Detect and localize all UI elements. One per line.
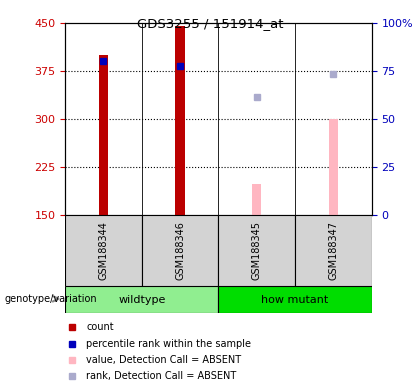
Text: GSM188345: GSM188345 xyxy=(252,221,262,280)
Bar xyxy=(142,215,218,286)
Bar xyxy=(65,286,218,313)
Text: GDS3255 / 151914_at: GDS3255 / 151914_at xyxy=(137,17,283,30)
Bar xyxy=(218,286,372,313)
Bar xyxy=(218,215,295,286)
Bar xyxy=(295,215,372,286)
Text: GSM188344: GSM188344 xyxy=(98,221,108,280)
Bar xyxy=(99,55,108,215)
Text: count: count xyxy=(86,322,114,332)
Bar xyxy=(329,119,338,215)
Text: genotype/variation: genotype/variation xyxy=(4,294,97,304)
Text: GSM188346: GSM188346 xyxy=(175,221,185,280)
Bar xyxy=(65,215,142,286)
Bar xyxy=(252,184,261,215)
Bar xyxy=(176,26,185,215)
Text: value, Detection Call = ABSENT: value, Detection Call = ABSENT xyxy=(86,355,241,365)
Text: wildtype: wildtype xyxy=(118,295,165,305)
Text: percentile rank within the sample: percentile rank within the sample xyxy=(86,339,251,349)
Text: how mutant: how mutant xyxy=(261,295,329,305)
Text: rank, Detection Call = ABSENT: rank, Detection Call = ABSENT xyxy=(86,371,236,381)
Text: GSM188347: GSM188347 xyxy=(328,221,339,280)
